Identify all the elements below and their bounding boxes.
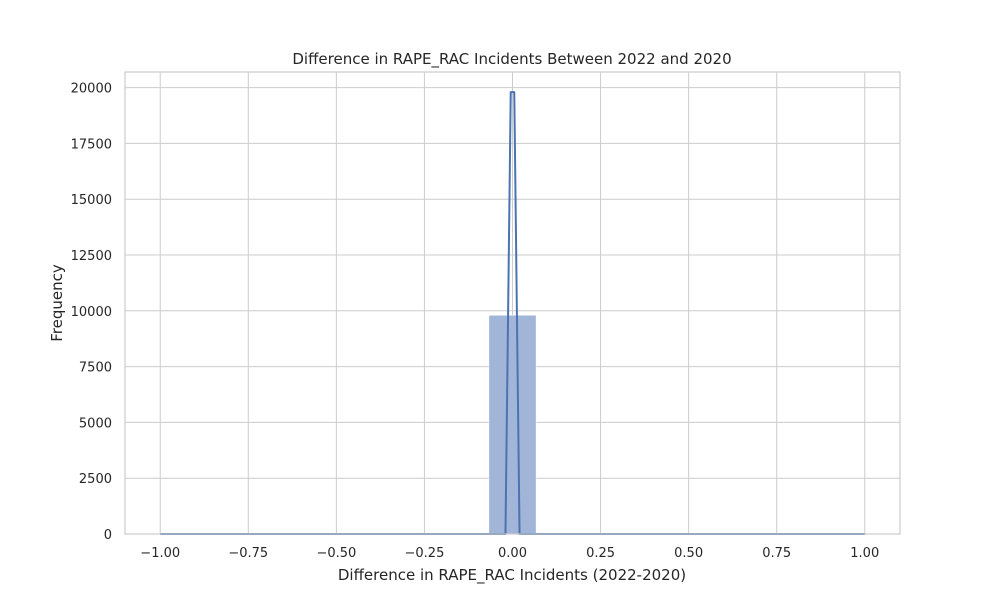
y-tick-label: 20000	[71, 82, 112, 97]
x-tick-label: 0.25	[586, 546, 615, 561]
histogram-bar	[488, 315, 537, 535]
y-tick-label: 7500	[79, 361, 112, 376]
x-tick-label: −0.50	[316, 546, 356, 561]
x-tick-label: −1.00	[140, 546, 180, 561]
y-tick-label: 0	[104, 528, 112, 543]
y-tick-label: 17500	[71, 137, 112, 152]
y-tick-label: 2500	[79, 472, 112, 487]
y-tick-labels: 0 2500 5000 7500 10000 12500 15000 17500 20000	[71, 82, 112, 543]
x-axis-label: Difference in RAPE_RAC Incidents (2022-2…	[338, 566, 686, 585]
plot-frame	[124, 71, 901, 535]
x-tick-labels: −1.00 −0.75 −0.50 −0.25 0.00 0.25 0.50 0.75 1.00	[140, 546, 879, 561]
y-tick-label: 10000	[71, 305, 112, 320]
y-tick-label: 12500	[71, 249, 112, 264]
y-tick-label: 15000	[71, 193, 112, 208]
y-tick-label: 5000	[79, 416, 112, 431]
x-tick-label: 0.00	[498, 546, 527, 561]
histogram-bars	[159, 315, 866, 535]
y-axis-label: Frequency	[48, 264, 66, 342]
x-tick-label: 1.00	[850, 546, 879, 561]
chart-title: Difference in RAPE_RAC Incidents Between…	[292, 50, 731, 69]
x-tick-label: −0.75	[228, 546, 268, 561]
x-tick-label: 0.75	[762, 546, 791, 561]
x-tick-label: −0.25	[405, 546, 445, 561]
x-tick-label: 0.50	[674, 546, 703, 561]
